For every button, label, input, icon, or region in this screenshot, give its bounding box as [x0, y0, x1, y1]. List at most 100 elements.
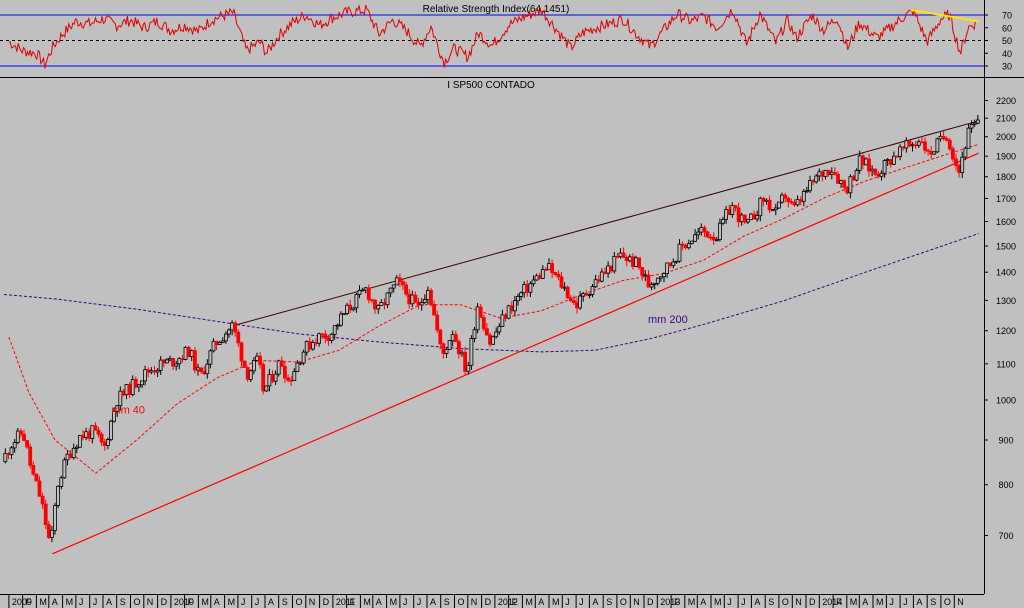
candle-body: [227, 329, 231, 335]
candle-body: [323, 333, 328, 339]
candle-body: [109, 420, 113, 441]
candle-body: [926, 149, 930, 152]
candle-body: [65, 453, 70, 461]
candle-body: [522, 284, 527, 294]
candle-body: [780, 194, 784, 203]
candle-body: [714, 239, 719, 242]
candle-body: [84, 431, 88, 438]
x-tick-label: D: [323, 597, 330, 607]
candle-body: [118, 390, 123, 407]
candle-body: [618, 252, 623, 258]
x-tick-label: N: [957, 597, 964, 607]
candle-body: [391, 284, 396, 289]
candle-body: [34, 473, 39, 482]
candle-body: [18, 430, 23, 435]
x-tick-label: D: [161, 597, 168, 607]
candle-body: [379, 302, 384, 306]
candle-body: [419, 302, 424, 306]
candle-body: [180, 358, 185, 361]
candle-body: [230, 322, 235, 331]
candle-body: [62, 459, 67, 479]
candle-body: [292, 371, 297, 382]
price-tick-label: 2100: [996, 114, 1016, 124]
candle-body: [301, 351, 306, 364]
x-tick-label: O: [296, 597, 303, 607]
candle-body: [351, 307, 356, 311]
candle-body: [115, 405, 120, 412]
candle-body: [898, 146, 902, 157]
candle-body: [864, 158, 868, 166]
candle-body: [264, 385, 269, 392]
candle-body: [603, 271, 607, 274]
candle-body: [363, 287, 368, 291]
candle-body: [746, 219, 750, 223]
x-tick-label: M: [850, 597, 858, 607]
candle-body: [562, 286, 567, 289]
price-tick-label: 1500: [996, 241, 1016, 251]
candle-body: [885, 158, 890, 161]
ma200-line: [3, 233, 979, 353]
candle-body: [205, 363, 210, 375]
candle-body: [556, 273, 561, 278]
candle-body: [833, 171, 837, 175]
candle-body: [177, 358, 182, 365]
candle-body: [801, 190, 806, 202]
x-tick-label: J: [741, 597, 746, 607]
x-tick-label: J: [417, 597, 422, 607]
candle-body: [183, 346, 188, 360]
candle-body: [960, 156, 965, 173]
candle-body: [270, 374, 275, 382]
candle-body: [826, 169, 831, 176]
candle-body: [102, 441, 107, 446]
candle-body: [342, 312, 346, 315]
x-tick-label: O: [134, 597, 141, 607]
candle-body: [696, 231, 701, 236]
x-tick-label: J: [889, 597, 894, 607]
candle-body: [146, 369, 151, 373]
candle-body: [693, 234, 697, 242]
candle-body: [969, 123, 974, 129]
candle-body: [189, 350, 194, 358]
candle-body: [410, 294, 415, 305]
candle-body: [348, 304, 353, 311]
ma40-line: [8, 143, 979, 474]
candle-body: [435, 314, 440, 331]
candle-body: [892, 155, 896, 165]
x-tick-label: F: [188, 597, 194, 607]
candle-body: [882, 160, 887, 174]
x-tick-label: N: [309, 597, 316, 607]
candle-body: [394, 277, 399, 286]
x-tick-label: 2012: [498, 597, 518, 607]
x-tick-label: D: [647, 597, 654, 607]
candle-body: [941, 135, 946, 140]
x-tick-label: J: [93, 597, 98, 607]
candle-body: [938, 135, 943, 140]
candle-body: [854, 170, 859, 181]
x-tick-label: J: [255, 597, 260, 607]
candle-body: [649, 283, 654, 288]
candle-body: [87, 431, 92, 439]
x-tick-label: J: [79, 597, 84, 607]
x-tick-label: 2013: [660, 597, 680, 607]
candle-body: [12, 442, 17, 449]
candle-body: [28, 446, 33, 466]
x-tick-label: M: [876, 597, 884, 607]
candle-body: [836, 173, 840, 184]
candle-body: [752, 213, 756, 220]
rsi-title: Relative Strength Index(64.1451): [423, 4, 570, 15]
candle-body: [848, 176, 853, 194]
candle-body: [637, 257, 641, 268]
x-tick-label: M: [66, 597, 74, 607]
candle-body: [770, 209, 775, 212]
candle-body: [820, 171, 825, 177]
candle-body: [631, 256, 635, 267]
x-tick-label: J: [241, 597, 246, 607]
candle-body: [851, 176, 856, 181]
candle-body: [581, 293, 586, 297]
x-tick-label: J: [903, 597, 908, 607]
candle-body: [239, 342, 244, 362]
candle-body: [702, 227, 707, 233]
x-tick-label: D: [809, 597, 816, 607]
candle-body: [407, 293, 412, 305]
x-tick-label: N: [147, 597, 154, 607]
